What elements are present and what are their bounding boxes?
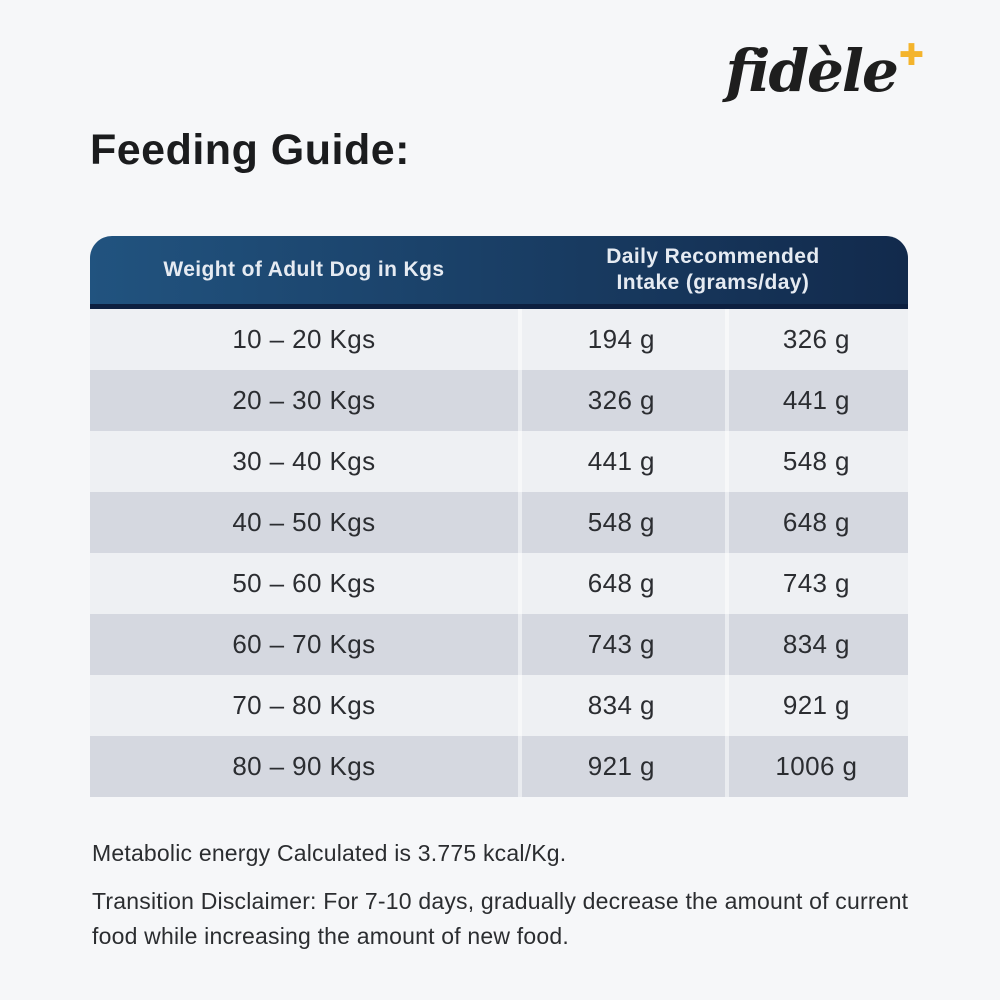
weight-range-cell: 60 – 70 Kgs <box>232 629 376 659</box>
weight-range-cell: 80 – 90 Kgs <box>232 751 376 781</box>
transition-disclaimer-note: Transition Disclaimer: For 7-10 days, gr… <box>92 888 909 949</box>
table-header-row: Weight of Adult Dog in Kgs Daily Recomme… <box>90 236 908 309</box>
column-separator <box>724 309 729 797</box>
brand-logo: fidèle ✚ <box>725 37 924 105</box>
intake-min-cell: 441 g <box>587 446 655 476</box>
column-separator <box>517 309 522 797</box>
table-body: 10 – 20 Kgs 194 g 326 g 20 – 30 Kgs 326 … <box>90 309 908 797</box>
intake-min-cell: 648 g <box>587 568 655 598</box>
table-row: 20 – 30 Kgs 326 g 441 g <box>90 370 908 431</box>
weight-range-cell: 70 – 80 Kgs <box>232 690 376 720</box>
table-row: 40 – 50 Kgs 548 g 648 g <box>90 492 908 553</box>
intake-min-cell: 834 g <box>587 690 655 720</box>
weight-range-cell: 30 – 40 Kgs <box>232 446 376 476</box>
intake-max-cell: 326 g <box>782 324 850 354</box>
intake-min-cell: 194 g <box>587 324 655 354</box>
intake-min-cell: 921 g <box>587 751 655 781</box>
intake-min-cell: 548 g <box>587 507 655 537</box>
column-header-weight: Weight of Adult Dog in Kgs <box>163 258 445 281</box>
weight-range-cell: 10 – 20 Kgs <box>232 324 376 354</box>
column-header-intake-line1: Daily Recommended <box>606 245 820 268</box>
column-header-intake: Daily Recommended Intake (grams/day) <box>518 244 908 296</box>
intake-min-cell: 743 g <box>587 629 655 659</box>
intake-max-cell: 441 g <box>782 385 850 415</box>
table-row: 80 – 90 Kgs 921 g 1006 g <box>90 736 908 797</box>
plus-icon: ✚ <box>898 38 924 73</box>
table-row: 50 – 60 Kgs 648 g 743 g <box>90 553 908 614</box>
metabolic-energy-note: Metabolic energy Calculated is 3.775 kca… <box>92 840 567 866</box>
page-title: Feeding Guide: <box>90 126 410 174</box>
intake-max-cell: 834 g <box>782 629 850 659</box>
column-header-intake-line2: Intake (grams/day) <box>616 271 810 294</box>
weight-range-cell: 40 – 50 Kgs <box>232 507 376 537</box>
intake-max-cell: 743 g <box>782 568 850 598</box>
table-row: 30 – 40 Kgs 441 g 548 g <box>90 431 908 492</box>
intake-max-cell: 648 g <box>782 507 850 537</box>
table-row: 70 – 80 Kgs 834 g 921 g <box>90 675 908 736</box>
weight-range-cell: 20 – 30 Kgs <box>232 385 376 415</box>
feeding-guide-table: Weight of Adult Dog in Kgs Daily Recomme… <box>90 236 908 797</box>
brand-logo-text: fidèle <box>725 37 898 105</box>
table-row: 60 – 70 Kgs 743 g 834 g <box>90 614 908 675</box>
intake-max-cell: 1006 g <box>775 751 858 781</box>
intake-min-cell: 326 g <box>587 385 655 415</box>
intake-max-cell: 921 g <box>782 690 850 720</box>
intake-max-cell: 548 g <box>782 446 850 476</box>
table-row: 10 – 20 Kgs 194 g 326 g <box>90 309 908 370</box>
weight-range-cell: 50 – 60 Kgs <box>232 568 376 598</box>
